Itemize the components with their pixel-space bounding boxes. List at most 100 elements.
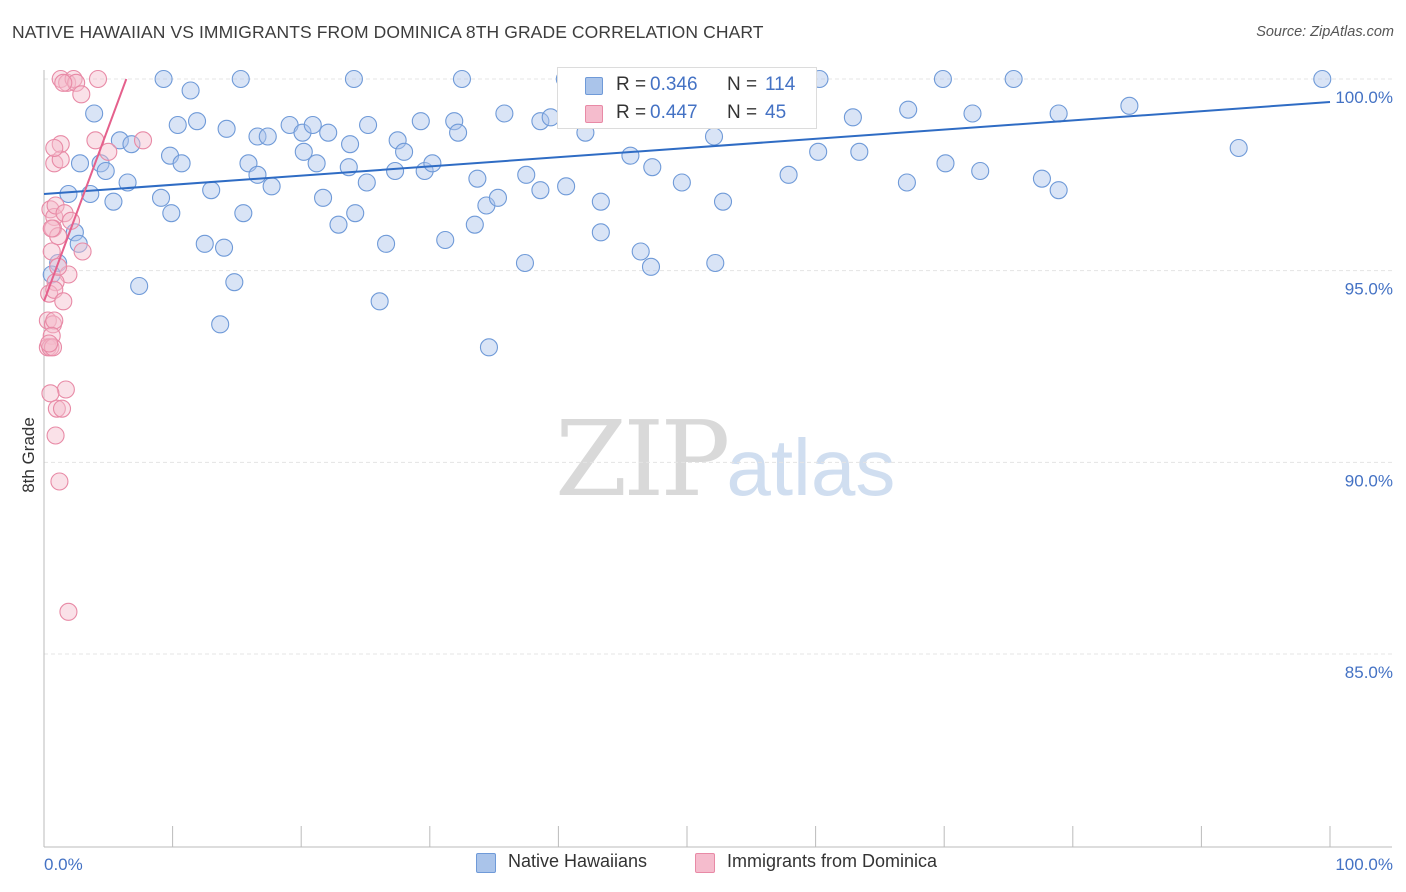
point-native-hawaiian: [70, 154, 90, 173]
series-swatch-blue: [476, 853, 496, 873]
point-dominica: [51, 150, 70, 169]
point-native-hawaiian: [971, 161, 990, 181]
point-native-hawaiian: [591, 223, 610, 242]
watermark: ZIPatlas: [555, 398, 895, 520]
y-axis-title: 8th Grade: [19, 417, 38, 493]
point-dominica: [42, 219, 61, 238]
point-native-hawaiian: [897, 173, 916, 192]
point-native-hawaiian: [172, 154, 191, 173]
point-dominica: [67, 73, 86, 92]
point-native-hawaiian: [531, 112, 550, 131]
point-dominica: [50, 472, 69, 491]
point-dominica: [59, 602, 78, 621]
point-native-hawaiian: [294, 142, 313, 161]
point-native-hawaiian: [963, 104, 982, 123]
point-native-hawaiian: [181, 81, 200, 100]
point-native-hawaiian: [214, 238, 234, 257]
legend-n-label: N =: [727, 102, 758, 123]
point-dominica: [45, 207, 64, 227]
point-native-hawaiian: [936, 154, 955, 173]
point-native-hawaiian: [314, 188, 333, 207]
point-native-hawaiian: [258, 127, 277, 146]
point-dominica: [54, 73, 73, 92]
point-native-hawaiian: [293, 123, 312, 142]
point-native-hawaiian: [704, 127, 724, 146]
point-dominica: [49, 227, 68, 246]
point-dominica: [45, 138, 64, 158]
point-dominica: [56, 380, 75, 399]
point-dominica: [72, 85, 91, 104]
point-native-hawaiian: [449, 123, 468, 142]
legend-swatch-blue: [585, 77, 603, 95]
y-tick-label: 100.0%: [1335, 88, 1393, 107]
point-dominica: [46, 273, 65, 292]
point-native-hawaiian: [1032, 169, 1051, 188]
point-native-hawaiian: [370, 292, 389, 311]
point-dominica: [47, 399, 66, 418]
point-native-hawaiian: [168, 115, 187, 135]
point-native-hawaiian: [591, 192, 610, 211]
x-tick-label-end: 100.0%: [1335, 855, 1393, 874]
point-native-hawaiian: [1049, 104, 1068, 123]
point-native-hawaiian: [154, 69, 173, 89]
point-native-hawaiian: [713, 192, 733, 211]
point-native-hawaiian: [231, 69, 250, 89]
legend-r-value: 0.447: [650, 102, 698, 123]
point-native-hawaiian: [531, 181, 550, 200]
series-legend: Native Hawaiians Immigrants from Dominic…: [0, 851, 1406, 879]
point-native-hawaiian: [1120, 96, 1139, 115]
legend-r-value: 0.346: [650, 74, 698, 95]
point-native-hawaiian: [225, 273, 244, 292]
point-native-hawaiian: [515, 253, 535, 273]
point-native-hawaiian: [557, 177, 576, 196]
point-native-hawaiian: [899, 100, 918, 119]
point-native-hawaiian: [1229, 138, 1248, 158]
axis-labels: 85.0% 90.0% 95.0% 100.0% 0.0% 100.0% 8th Grade: [19, 88, 1393, 874]
point-native-hawaiian: [495, 104, 514, 123]
point-native-hawaiian: [479, 338, 499, 357]
point-native-hawaiian: [248, 127, 267, 146]
point-native-hawaiian: [1049, 181, 1068, 200]
point-native-hawaiian: [809, 142, 828, 161]
legend-r-label: R =: [616, 102, 647, 123]
point-native-hawaiian: [395, 142, 414, 161]
legend-swatch-pink: [585, 105, 603, 123]
point-native-hawaiian: [130, 276, 149, 296]
point-native-hawaiian: [248, 165, 267, 184]
point-dominica: [41, 384, 60, 403]
legend-n-label: N =: [727, 74, 758, 95]
y-tick-label: 85.0%: [1345, 663, 1393, 682]
point-native-hawaiian: [195, 234, 214, 253]
point-native-hawaiian: [202, 181, 221, 200]
point-native-hawaiian: [96, 161, 115, 181]
point-native-hawaiian: [104, 192, 123, 211]
point-native-hawaiian: [517, 165, 536, 184]
correlation-legend: R = 0.346 N = 114 R = 0.447 N = 45: [557, 67, 817, 129]
point-native-hawaiian: [468, 169, 487, 188]
point-native-hawaiian: [344, 69, 363, 89]
point-native-hawaiian: [452, 69, 472, 89]
point-dominica: [73, 242, 92, 261]
legend-r-label: R =: [616, 74, 647, 95]
point-native-hawaiian: [850, 142, 869, 161]
point-native-hawaiian: [319, 123, 338, 142]
source-label: Source: ZipAtlas.com: [1256, 24, 1394, 40]
x-tick-label-start: 0.0%: [44, 855, 83, 874]
point-native-hawaiian: [151, 188, 171, 207]
point-dominica: [55, 204, 74, 223]
point-native-hawaiian: [465, 215, 484, 234]
point-native-hawaiian: [672, 173, 691, 192]
y-tick-label: 95.0%: [1345, 280, 1393, 299]
point-native-hawaiian: [1313, 69, 1332, 89]
point-native-hawaiian: [445, 112, 464, 131]
point-dominica: [45, 311, 64, 330]
watermark-atlas: atlas: [726, 423, 896, 512]
point-native-hawaiian: [262, 177, 281, 196]
series-label-dominica: Immigrants from Dominica: [727, 851, 938, 871]
point-native-hawaiian: [621, 146, 640, 165]
point-native-hawaiian: [423, 154, 442, 173]
point-native-hawaiian: [346, 204, 365, 223]
legend-n-value: 114: [765, 74, 796, 95]
point-dominica: [46, 426, 65, 445]
